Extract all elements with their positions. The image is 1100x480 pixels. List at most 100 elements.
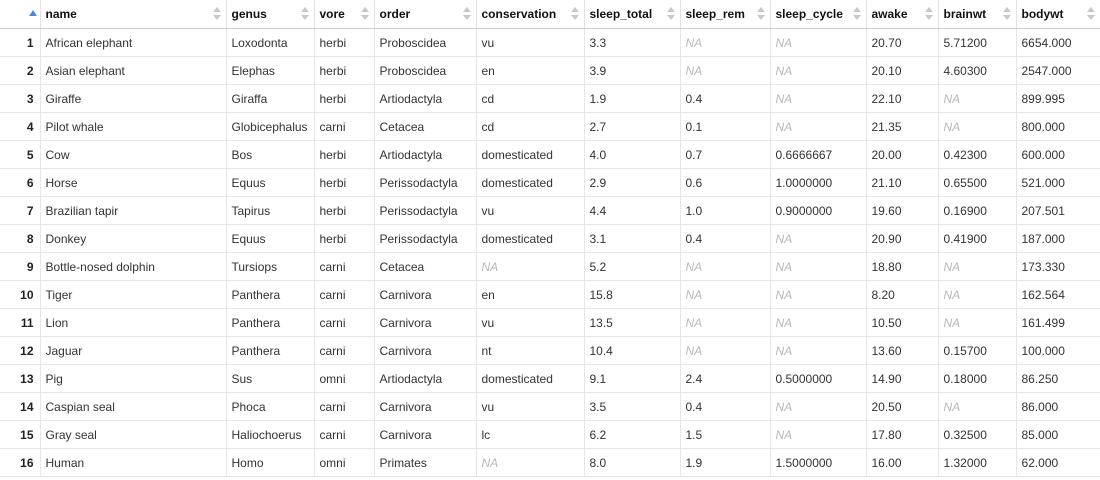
cell-bodywt: 62.000 (1016, 448, 1100, 477)
cell-name: Caspian seal (40, 392, 227, 421)
cell-bodywt: 207.501 (1016, 196, 1100, 225)
cell-vore: herbi (314, 140, 375, 169)
cell-sleep-total: 10.4 (584, 336, 681, 365)
cell-genus: Haliochoerus (226, 420, 315, 449)
column-header-awake[interactable]: awake (866, 0, 939, 29)
cell-awake: 18.80 (866, 252, 939, 281)
row-index: 11 (0, 308, 41, 337)
sort-arrows-icon[interactable] (462, 7, 471, 21)
sort-ascending-icon[interactable] (29, 10, 37, 16)
table-row: 4 Pilot whale Globicephalus carni Cetacea cd 2… (0, 112, 1100, 141)
table-row: 5 Cow Bos herbi Artiodactyla domesticated 4.0 0… (0, 140, 1100, 169)
cell-bodywt: 173.330 (1016, 252, 1100, 281)
cell-name: Asian elephant (40, 56, 227, 85)
column-header-label: name (45, 7, 77, 21)
cell-brainwt: 0.15700 (938, 336, 1017, 365)
column-header-label: sleep_rem (685, 7, 745, 21)
cell-vore: omni (314, 448, 375, 477)
sort-arrows-icon[interactable] (1002, 7, 1011, 21)
cell-name: Cow (40, 140, 227, 169)
cell-vore: herbi (314, 56, 375, 85)
cell-name: Pilot whale (40, 112, 227, 141)
table-row: 11 Lion Panthera carni Carnivora vu 13.5 NA NA 10… (0, 308, 1100, 337)
cell-vore: carni (314, 252, 375, 281)
cell-order: Perissodactyla (374, 196, 477, 225)
cell-genus: Phoca (226, 392, 315, 421)
sort-arrows-icon[interactable] (300, 7, 309, 21)
cell-awake: 20.90 (866, 224, 939, 253)
table-row: 9 Bottle-nosed dolphin Tursiops carni Cetace… (0, 252, 1100, 281)
row-index: 14 (0, 392, 41, 421)
sort-arrows-icon[interactable] (924, 7, 933, 21)
cell-sleep-rem: 1.5 (680, 420, 771, 449)
sort-arrows-icon[interactable] (212, 7, 221, 21)
cell-vore: carni (314, 280, 375, 309)
cell-vore: carni (314, 112, 375, 141)
cell-order: Perissodactyla (374, 168, 477, 197)
cell-genus: Panthera (226, 336, 315, 365)
cell-brainwt: 0.65500 (938, 168, 1017, 197)
cell-awake: 17.80 (866, 420, 939, 449)
sort-arrows-icon[interactable] (570, 7, 579, 21)
column-header-conservation[interactable]: conservation (476, 0, 585, 29)
cell-name: African elephant (40, 28, 227, 57)
column-header-name[interactable]: name (40, 0, 227, 29)
sort-arrows-icon[interactable] (360, 7, 369, 21)
cell-brainwt: 0.42300 (938, 140, 1017, 169)
row-index: 3 (0, 84, 41, 113)
sort-arrows-icon[interactable] (666, 7, 675, 21)
column-header-label: vore (319, 7, 345, 21)
cell-sleep-rem: NA (680, 28, 771, 57)
cell-vore: carni (314, 336, 375, 365)
column-header-vore[interactable]: vore (314, 0, 375, 29)
column-header-brainwt[interactable]: brainwt (938, 0, 1017, 29)
sort-arrows-icon[interactable] (1086, 7, 1095, 21)
cell-bodywt: 800.000 (1016, 112, 1100, 141)
cell-sleep-cycle: 1.5000000 (770, 448, 867, 477)
column-header-sleep-total[interactable]: sleep_total (584, 0, 681, 29)
cell-genus: Panthera (226, 280, 315, 309)
table-row: 6 Horse Equus herbi Perissodactyla domesticat… (0, 168, 1100, 197)
cell-genus: Sus (226, 364, 315, 393)
cell-vore: herbi (314, 84, 375, 113)
cell-sleep-rem: 0.4 (680, 84, 771, 113)
cell-order: Cetacea (374, 252, 477, 281)
cell-awake: 20.50 (866, 392, 939, 421)
cell-sleep-total: 3.1 (584, 224, 681, 253)
column-header-label: conservation (481, 7, 557, 21)
cell-name: Lion (40, 308, 227, 337)
cell-conservation: vu (476, 308, 585, 337)
cell-sleep-cycle: 1.0000000 (770, 168, 867, 197)
column-header-label: brainwt (943, 7, 987, 21)
cell-sleep-total: 3.9 (584, 56, 681, 85)
column-header-genus[interactable]: genus (226, 0, 315, 29)
cell-sleep-total: 5.2 (584, 252, 681, 281)
sort-arrows-icon[interactable] (852, 7, 861, 21)
row-index: 9 (0, 252, 41, 281)
cell-name: Giraffe (40, 84, 227, 113)
column-header-order[interactable]: order (374, 0, 477, 29)
sort-arrows-icon[interactable] (756, 7, 765, 21)
row-index-header[interactable] (0, 0, 41, 29)
column-header-bodywt[interactable]: bodywt (1016, 0, 1100, 29)
cell-order: Carnivora (374, 336, 477, 365)
cell-bodywt: 85.000 (1016, 420, 1100, 449)
cell-brainwt: 1.32000 (938, 448, 1017, 477)
header-row: name genus vore order conservation sleep_tota… (0, 0, 1100, 29)
cell-conservation: domesticated (476, 364, 585, 393)
cell-order: Artiodactyla (374, 84, 477, 113)
row-index: 7 (0, 196, 41, 225)
cell-genus: Equus (226, 168, 315, 197)
column-header-sleep-rem[interactable]: sleep_rem (680, 0, 771, 29)
cell-name: Human (40, 448, 227, 477)
cell-sleep-total: 9.1 (584, 364, 681, 393)
cell-sleep-total: 2.7 (584, 112, 681, 141)
cell-vore: herbi (314, 224, 375, 253)
column-header-sleep-cycle[interactable]: sleep_cycle (770, 0, 867, 29)
cell-sleep-cycle: NA (770, 112, 867, 141)
cell-sleep-cycle: NA (770, 224, 867, 253)
cell-genus: Loxodonta (226, 28, 315, 57)
cell-brainwt: 4.60300 (938, 56, 1017, 85)
cell-vore: carni (314, 392, 375, 421)
